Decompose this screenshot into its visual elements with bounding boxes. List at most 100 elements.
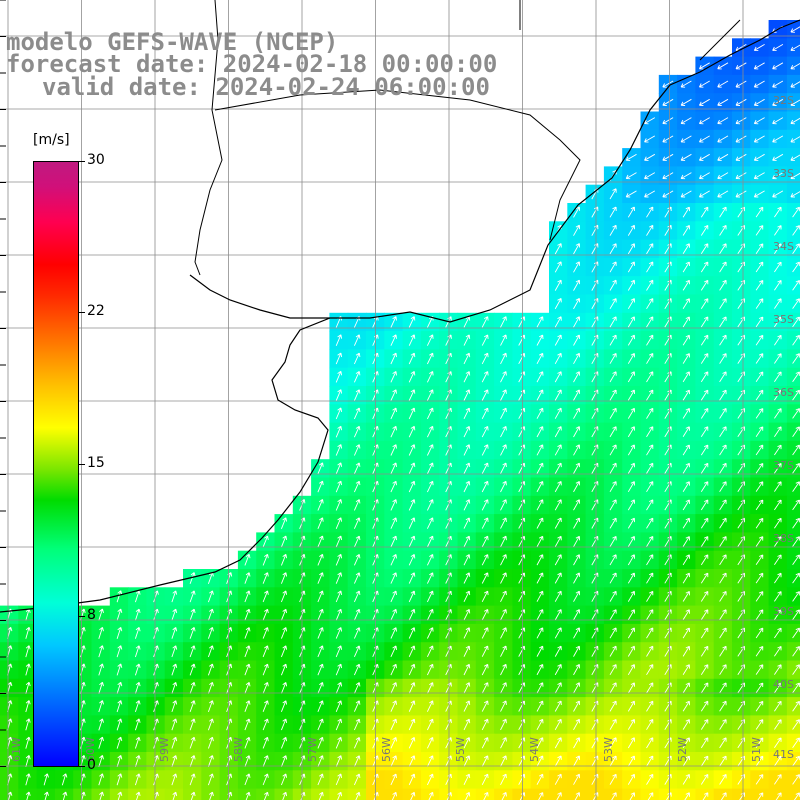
wind-arrow (755, 536, 764, 547)
wind-arrow (792, 664, 800, 675)
lat-label: 37S (773, 459, 794, 472)
wind-arrow (682, 261, 690, 273)
wind-arrow (99, 791, 104, 800)
wind-cell (750, 74, 770, 94)
wind-arrow (500, 334, 507, 346)
wind-arrow (774, 389, 782, 401)
wind-arrow (755, 371, 764, 383)
wind-arrow (116, 773, 123, 786)
wind-arrow (536, 499, 544, 511)
wind-arrow (719, 572, 727, 584)
wind-arrow (609, 755, 617, 767)
wind-cell (750, 111, 770, 131)
wind-arrow (353, 682, 361, 694)
wind-arrow (317, 480, 324, 493)
wind-arrow (554, 773, 562, 785)
wind-arrow (536, 444, 544, 456)
wind-arrow (463, 407, 471, 419)
wind-arrow (134, 590, 141, 603)
wind-arrow (735, 98, 747, 106)
wind-arrow (263, 791, 269, 800)
wind-arrow (408, 737, 416, 749)
wind-arrow (755, 591, 764, 602)
wind-arrow (792, 645, 800, 657)
wind-arrow (755, 609, 764, 620)
wind-arrow (792, 316, 800, 328)
wind-arrow (98, 700, 104, 713)
wind-arrow (481, 334, 489, 346)
wind-arrow (644, 190, 656, 198)
wind-arrow (390, 773, 397, 786)
wind-cell (128, 788, 147, 800)
wind-arrow (554, 261, 562, 273)
wind-arrow (700, 719, 709, 730)
wind-arrow (792, 572, 800, 584)
wind-arrow (775, 792, 782, 800)
wind-arrow (609, 700, 617, 712)
wind-arrow (625, 172, 637, 180)
wind-arrow (792, 719, 800, 730)
wind-arrow (609, 243, 617, 255)
wind-arrow (573, 316, 581, 328)
wind-arrow (280, 535, 288, 548)
wind-arrow (408, 352, 416, 365)
wind-arrow (500, 316, 507, 328)
wind-arrow (116, 755, 123, 768)
wind-arrow (554, 334, 562, 346)
wind-arrow (774, 499, 782, 511)
wind-cell (54, 788, 74, 800)
wind-arrow (262, 553, 269, 566)
wind-arrow (500, 627, 507, 639)
wind-arrow (646, 517, 654, 529)
wind-arrow (189, 663, 196, 676)
wind-arrow (682, 536, 690, 547)
wind-arrow (680, 172, 692, 180)
wind-arrow (755, 664, 764, 675)
wind-arrow (609, 334, 617, 346)
wind-arrow (335, 407, 343, 420)
wind-arrow (134, 700, 141, 713)
wind-arrow (755, 700, 764, 712)
lon-label: 54W (528, 737, 541, 762)
wind-arrow (719, 664, 727, 675)
wind-arrow (98, 718, 104, 731)
wind-arrow (646, 755, 654, 767)
wind-arrow (262, 608, 269, 621)
wind-arrow (426, 572, 434, 584)
wind-arrow (426, 554, 434, 566)
wind-arrow (774, 279, 782, 291)
wind-arrow (171, 681, 178, 694)
wind-arrow (774, 517, 782, 529)
wind-arrow (171, 773, 178, 786)
wind-arrow (98, 681, 104, 694)
wind-arrow (207, 681, 214, 694)
wind-cell (109, 788, 129, 800)
wind-arrow (792, 755, 800, 767)
wind-arrow (646, 773, 654, 785)
wind-arrow (426, 682, 434, 694)
wind-arrow (774, 755, 782, 767)
wind-cell (677, 93, 696, 113)
wind-arrow (698, 98, 710, 106)
wind-arrow (98, 736, 104, 749)
wind-arrow (646, 700, 654, 712)
wind-arrow (390, 407, 397, 420)
wind-arrow (353, 407, 361, 420)
wind-arrow (25, 755, 31, 768)
wind-arrow (682, 719, 690, 730)
wind-arrow (353, 334, 361, 346)
wind-arrow (573, 755, 581, 767)
colorbar-tick (79, 161, 85, 162)
wind-arrow (700, 554, 709, 566)
map-title-forecast-date: forecast date: 2024-02-18 00:00:00 (6, 50, 498, 78)
wind-arrow (408, 480, 416, 493)
wind-arrow (408, 444, 416, 456)
wind-arrow (753, 172, 765, 180)
wind-arrow (353, 535, 361, 548)
wind-arrow (25, 645, 31, 658)
wind-arrow (189, 681, 196, 694)
wind-arrow (426, 700, 434, 712)
wind-arrow (646, 718, 654, 730)
wind-arrow (609, 609, 617, 621)
wind-arrow (207, 736, 214, 749)
